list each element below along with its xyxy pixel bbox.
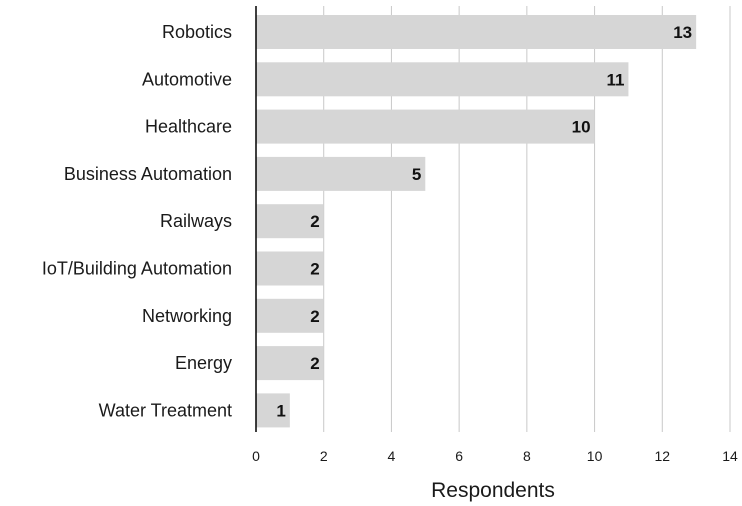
bar-energy [256, 346, 324, 381]
x-tick-label-8: 8 [523, 448, 531, 464]
data-label-networking: 2 [310, 307, 319, 326]
data-label-business-automation: 5 [412, 165, 421, 184]
x-axis-title: Respondents [431, 479, 555, 502]
category-label-energy: Energy [175, 353, 232, 373]
x-tick-label-2: 2 [320, 448, 328, 464]
bar-water-treatment [256, 393, 290, 428]
bar-business-automation [256, 156, 426, 191]
category-label-healthcare: Healthcare [145, 117, 232, 137]
bar-healthcare [256, 109, 595, 144]
x-tick-label-10: 10 [587, 448, 603, 464]
bar-railways [256, 204, 324, 239]
data-label-iot-building-automation: 2 [310, 260, 319, 279]
x-tick-label-14: 14 [722, 448, 738, 464]
data-label-railways: 2 [310, 212, 319, 231]
category-label-robotics: Robotics [162, 22, 232, 42]
bar-iot-building-automation [256, 251, 324, 286]
data-label-automotive: 11 [606, 70, 624, 89]
data-label-energy: 2 [310, 354, 319, 373]
category-label-networking: Networking [142, 306, 232, 326]
x-tick-label-6: 6 [455, 448, 463, 464]
x-tick-label-0: 0 [252, 448, 260, 464]
x-tick-labels: 0 2 4 6 8 10 12 14 [252, 448, 738, 464]
bar-automotive [256, 62, 629, 97]
data-labels: 13 11 10 5 2 2 2 2 1 [276, 23, 692, 420]
bar-robotics [256, 15, 697, 49]
data-label-water-treatment: 1 [276, 401, 285, 420]
category-label-iot-building-automation: IoT/Building Automation [42, 259, 232, 279]
category-labels: Robotics Automotive Healthcare Business Aut… [42, 22, 232, 420]
category-label-water-treatment: Water Treatment [99, 400, 232, 420]
x-tick-label-4: 4 [388, 448, 396, 464]
category-label-railways: Railways [160, 211, 232, 231]
data-label-healthcare: 10 [572, 118, 591, 137]
data-label-robotics: 13 [673, 23, 692, 42]
x-tick-label-12: 12 [654, 448, 670, 464]
category-label-automotive: Automotive [142, 69, 232, 89]
category-label-business-automation: Business Automation [64, 164, 232, 184]
bars [256, 15, 697, 428]
bar-networking [256, 298, 324, 333]
